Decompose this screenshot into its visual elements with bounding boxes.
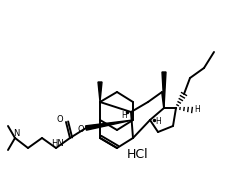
Text: H: H bbox=[194, 105, 200, 114]
Text: H: H bbox=[121, 111, 127, 119]
Text: O: O bbox=[57, 116, 63, 124]
Text: HN: HN bbox=[51, 138, 63, 147]
Text: HCl: HCl bbox=[127, 148, 149, 161]
Polygon shape bbox=[86, 120, 133, 130]
Text: N: N bbox=[13, 129, 19, 138]
Text: H: H bbox=[155, 118, 161, 127]
Text: O: O bbox=[78, 124, 84, 133]
Polygon shape bbox=[98, 82, 102, 102]
Polygon shape bbox=[162, 72, 166, 108]
